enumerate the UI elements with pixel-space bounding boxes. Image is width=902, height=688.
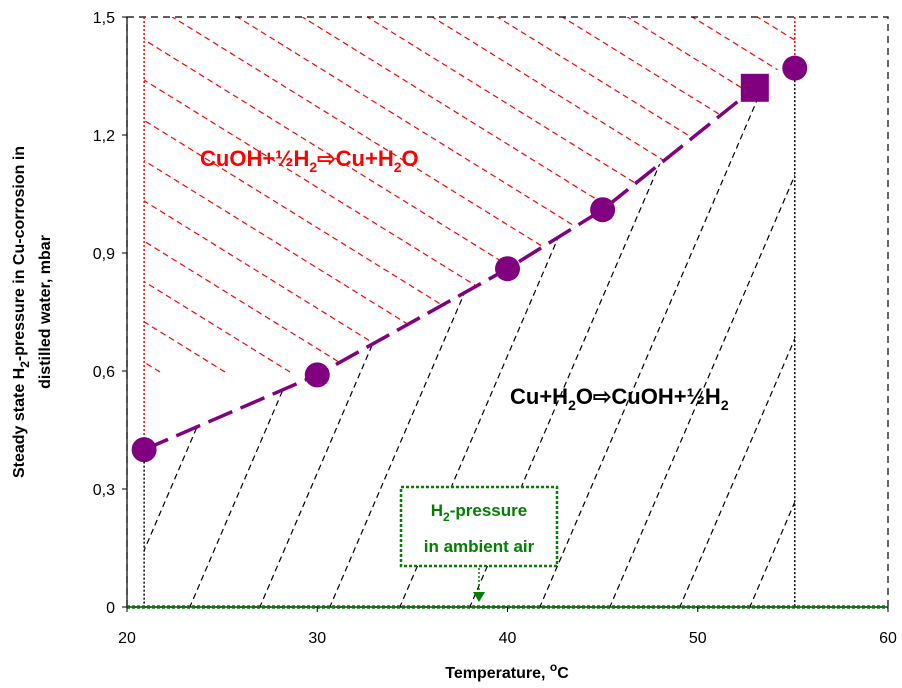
x-tick-label: 40 bbox=[499, 630, 517, 647]
x-tick-label: 30 bbox=[308, 630, 326, 647]
data-point-circle bbox=[782, 55, 808, 81]
upper-region-label: CuOH+½H2⇨Cu+H2O bbox=[200, 146, 419, 175]
y-tick-labels: 0 0,3 0,6 0,9 1,2 1,5 bbox=[93, 10, 127, 617]
y-tick-label: 1,2 bbox=[93, 128, 115, 145]
hatch-line bbox=[569, 55, 795, 608]
y-tick-label: 0,3 bbox=[93, 482, 115, 499]
x-tick-label: 60 bbox=[879, 630, 897, 647]
hatch-line bbox=[144, 17, 616, 373]
vertical-reference-lines bbox=[143, 17, 796, 607]
hatch-line bbox=[639, 55, 795, 608]
y-tick-label: 0 bbox=[106, 600, 115, 617]
hatch-line bbox=[274, 17, 795, 373]
ambient-air-box bbox=[399, 485, 559, 568]
data-point-circle bbox=[590, 197, 616, 223]
hatch-line bbox=[144, 17, 746, 373]
y-axis-label-line1: Steady state H2-pressure in Cu-corrosion… bbox=[11, 146, 32, 478]
data-point-circle bbox=[495, 256, 520, 282]
ambient-air-label-line2: in ambient air bbox=[424, 537, 535, 556]
ambient-air-label-line1: H2-pressure bbox=[431, 501, 527, 524]
hatch-line bbox=[499, 55, 795, 608]
y-axis-label: Steady state H2-pressure in Cu-corrosion… bbox=[11, 146, 54, 478]
data-point-circle bbox=[304, 362, 330, 388]
hatch-line bbox=[144, 17, 551, 373]
hatch-line bbox=[144, 17, 486, 373]
data-markers bbox=[131, 55, 808, 463]
x-tick-label: 20 bbox=[118, 630, 136, 647]
y-tick-label: 0,6 bbox=[93, 364, 115, 381]
x-tick-label: 50 bbox=[689, 630, 707, 647]
y-axis-label-line2: distilled water, mbar bbox=[37, 235, 54, 389]
x-tick-labels: 20 30 40 50 60 bbox=[118, 607, 897, 647]
y-tick-label: 1,5 bbox=[93, 10, 115, 27]
lower-region-label: Cu+H2O⇨CuOH+½H2 bbox=[510, 384, 729, 413]
y-tick-label: 0,9 bbox=[93, 246, 115, 263]
ambient-air-callout: H2-pressure in ambient air bbox=[399, 485, 559, 602]
x-axis-label: Temperature, oC bbox=[445, 660, 569, 682]
data-point-circle bbox=[131, 437, 157, 463]
down-arrow-icon bbox=[473, 592, 485, 602]
hatch-line bbox=[209, 17, 795, 373]
hatch-line bbox=[144, 17, 681, 373]
data-point-square bbox=[740, 73, 769, 102]
